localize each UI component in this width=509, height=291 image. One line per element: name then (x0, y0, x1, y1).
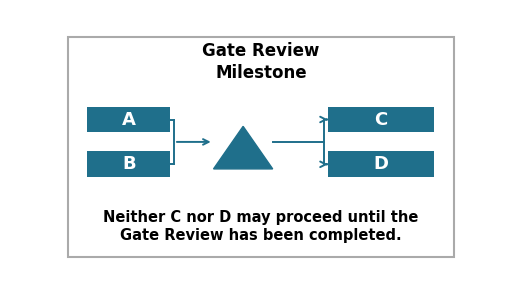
Text: D: D (374, 155, 389, 173)
Text: A: A (122, 111, 136, 129)
Text: C: C (375, 111, 388, 129)
FancyBboxPatch shape (328, 107, 435, 132)
Text: Neither C nor D may proceed until the
Gate Review has been completed.: Neither C nor D may proceed until the Ga… (103, 210, 418, 243)
Text: Gate Review
Milestone: Gate Review Milestone (202, 42, 320, 82)
FancyBboxPatch shape (88, 107, 170, 132)
FancyBboxPatch shape (88, 151, 170, 177)
Text: B: B (122, 155, 135, 173)
FancyBboxPatch shape (328, 151, 435, 177)
Polygon shape (214, 126, 273, 169)
